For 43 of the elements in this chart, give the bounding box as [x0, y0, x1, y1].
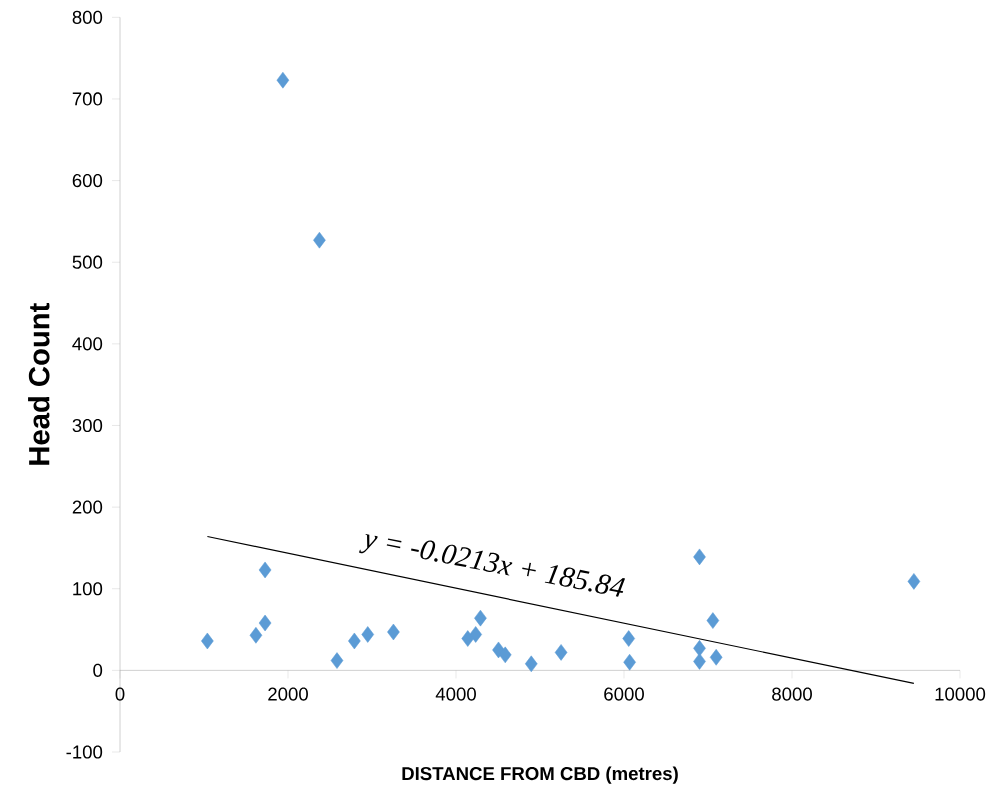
point: [706, 612, 720, 629]
point: [693, 548, 706, 566]
point: [469, 626, 482, 643]
y-tick-label: 0: [93, 663, 103, 677]
point: [276, 71, 290, 89]
point: [693, 640, 706, 657]
y-tick-label: 800: [72, 10, 103, 24]
x-tick-label: 2000: [268, 687, 308, 701]
y-axis-title: Head Count: [28, 303, 50, 465]
point: [693, 653, 706, 670]
y-tick-label: 100: [73, 582, 103, 596]
annotation: y = -0.0213x + 185.84: [358, 534, 626, 597]
x-tick-label: 6000: [604, 687, 644, 701]
point: [623, 653, 636, 671]
point: [387, 623, 400, 641]
point: [330, 652, 344, 669]
x-axis-title: DISTANCE FROM CBD (metres): [402, 766, 678, 784]
point: [313, 231, 326, 249]
point: [498, 646, 512, 664]
y-tick-label: 500: [72, 255, 103, 269]
x-tick-label: 8000: [772, 687, 812, 701]
y-tick-label: 600: [72, 173, 103, 188]
point: [461, 630, 475, 647]
point: [361, 626, 374, 643]
point: [474, 609, 487, 627]
point: [258, 614, 272, 632]
point: [348, 632, 361, 650]
point: [525, 655, 538, 673]
y-tick-label: 400: [72, 337, 103, 351]
y-tick-label: 700: [72, 92, 103, 106]
point: [622, 630, 635, 647]
point: [201, 632, 214, 650]
x-tick-label: 4000: [435, 687, 476, 701]
x-tick-label: 10000: [935, 687, 986, 701]
point: [554, 644, 568, 661]
point: [907, 573, 921, 590]
y-tick-label: 300: [72, 418, 103, 433]
point: [258, 561, 272, 579]
point: [709, 649, 723, 666]
y-tick-label: -100: [66, 745, 103, 759]
point: [249, 627, 263, 644]
x-tick-label: 0: [115, 687, 125, 701]
y-tick-label: 200: [72, 500, 103, 514]
